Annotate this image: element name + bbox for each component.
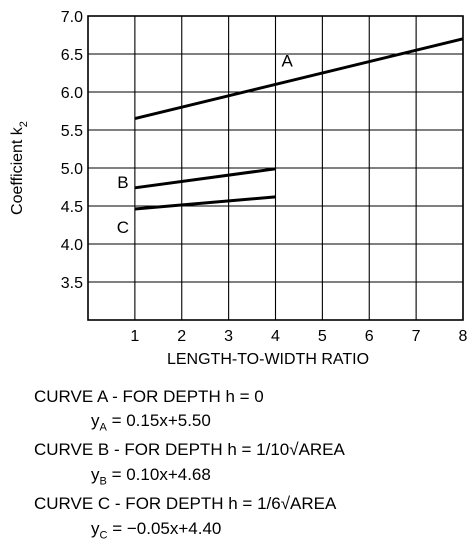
- series-lines: [134, 37, 464, 211]
- x-tick-label: 3: [224, 328, 233, 345]
- note-curve-b: CURVE B - FOR DEPTH h = 1/10√AREA: [34, 440, 345, 459]
- equation-curve-a: yA = 0.15x+5.50: [91, 411, 211, 434]
- series-line-a: [134, 37, 464, 121]
- y-tick-label: 4.0: [61, 237, 83, 254]
- x-tick-label: 4: [271, 328, 280, 345]
- y-tick-label: 3.5: [61, 275, 83, 292]
- curve-label-a: A: [282, 52, 294, 71]
- curve-labels: A B C: [117, 52, 294, 237]
- y-tick-label: 4.5: [61, 199, 83, 216]
- note-curve-a: CURVE A - FOR DEPTH h = 0: [34, 387, 264, 406]
- tick-labels: 1 2 3 4 5 6 7 8 3.5 4.0 4.5 5.0 5.5 6.0 6.5 7.0: [61, 9, 468, 345]
- x-tick-label: 2: [177, 328, 186, 345]
- note-curve-c: CURVE C - FOR DEPTH h = 1/6√AREA: [34, 494, 337, 513]
- y-axis-title: Coefficient k2: [9, 121, 30, 215]
- y-tick-label: 6.0: [61, 85, 83, 102]
- series-line-c: [134, 195, 276, 211]
- grid: [88, 15, 464, 320]
- curve-label-b: B: [117, 173, 128, 192]
- x-tick-label: 6: [365, 328, 374, 345]
- y-tick-label: 5.5: [61, 123, 83, 140]
- y-axis-title-subscript: 2: [18, 121, 30, 127]
- y-tick-label: 5.0: [61, 161, 83, 178]
- x-tick-label: 1: [130, 328, 139, 345]
- x-tick-label: 7: [412, 328, 421, 345]
- equation-curve-b: yB = 0.10x+4.68: [91, 465, 211, 488]
- y-tick-label: 6.5: [61, 47, 83, 64]
- chart: 1 2 3 4 5 6 7 8 3.5 4.0 4.5 5.0 5.5 6.0 6.5 7.0 A B C LEN…: [9, 9, 468, 368]
- x-tick-label: 5: [318, 328, 327, 345]
- x-tick-label: 8: [459, 328, 468, 345]
- x-axis-title: LENGTH-TO-WIDTH RATIO: [167, 351, 369, 368]
- equation-curve-c: yC = −0.05x+4.40: [91, 519, 222, 542]
- plot-frame: [87, 15, 464, 321]
- curve-label-c: C: [117, 218, 129, 237]
- series-line-b: [134, 167, 276, 190]
- y-tick-label: 7.0: [61, 9, 83, 26]
